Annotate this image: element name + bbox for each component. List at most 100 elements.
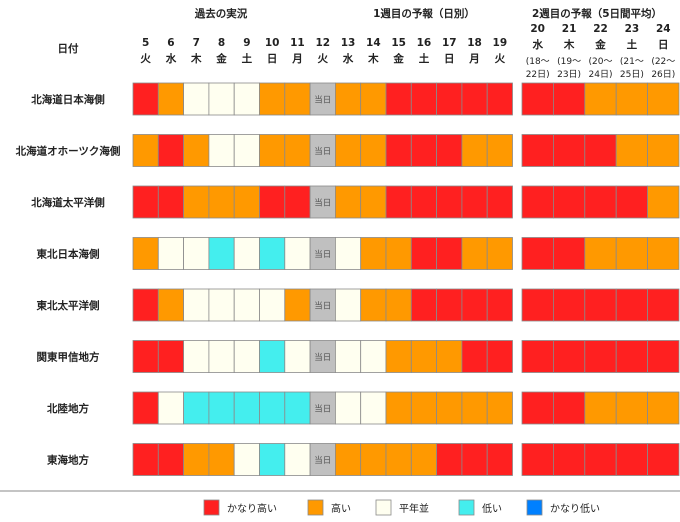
heatmap-cell <box>309 391 336 425</box>
heatmap-cell <box>436 443 463 476</box>
group-header-week2: 2週目の予報（5日間平均） <box>532 7 662 20</box>
heatmap-cell <box>259 391 286 425</box>
heatmap-cell <box>132 443 159 476</box>
week2-cell <box>647 82 680 116</box>
day-number-label: 7 <box>193 37 200 49</box>
week2-cell <box>521 185 554 219</box>
day-of-week-label: 木 <box>367 52 379 65</box>
week2-cell <box>584 443 617 476</box>
day-of-week-label: 金 <box>392 52 404 65</box>
heatmap-cell <box>486 82 513 116</box>
region-label: 東北太平洋側 <box>37 299 100 312</box>
heatmap-cell <box>410 288 437 322</box>
heatmap-cell <box>157 288 185 322</box>
week2-cell <box>553 134 586 167</box>
heatmap-cell <box>410 340 437 373</box>
heatmap-cell <box>385 288 412 322</box>
today-marker: 当日 <box>314 404 331 415</box>
day-number-label: 15 <box>391 37 406 49</box>
heatmap-cell <box>132 340 159 373</box>
week2-cell <box>615 134 649 167</box>
legend-label: 平年並 <box>399 502 429 515</box>
heatmap-cell <box>461 288 488 322</box>
region-label: 東海地方 <box>47 454 89 467</box>
heatmap-cell <box>360 185 387 219</box>
week2-cell <box>584 134 617 167</box>
heatmap-cell <box>208 288 235 322</box>
week2-cell <box>647 185 680 219</box>
heatmap-cell <box>486 340 513 373</box>
heatmap-cell <box>385 340 412 373</box>
legend-swatch <box>375 499 392 516</box>
heatmap-cell <box>284 185 311 219</box>
week2-cell <box>615 443 649 476</box>
legend-label: かなり低い <box>550 502 600 515</box>
week2-cell <box>553 185 586 219</box>
heatmap-cell <box>410 391 437 425</box>
day-of-week-label: 火 <box>140 53 151 65</box>
heatmap-cell <box>334 134 362 167</box>
day-of-week-label: 金 <box>215 52 227 65</box>
day-of-week-label: 火 <box>318 53 329 65</box>
heatmap-cell <box>410 237 437 270</box>
heatmap-cell <box>360 82 387 116</box>
week2-cell <box>521 340 554 373</box>
week2-cell <box>615 288 649 322</box>
heatmap-cell <box>385 185 412 219</box>
legend-swatch <box>458 499 475 516</box>
heatmap-cell <box>157 134 185 167</box>
heatmap-cell <box>233 288 260 322</box>
heatmap-cell <box>410 185 437 219</box>
heatmap-cell <box>436 185 463 219</box>
heatmap-cell <box>334 237 362 270</box>
day-number-label: 5 <box>142 37 149 49</box>
heatmap-cell <box>385 237 412 270</box>
today-marker: 当日 <box>314 146 331 157</box>
heatmap-cell <box>157 185 185 219</box>
region-label: 東北日本海側 <box>37 248 100 261</box>
legend-swatch <box>526 499 543 516</box>
week2-day-label: 21 <box>562 23 577 35</box>
heatmap-cell <box>183 185 210 219</box>
week2-range-end: 25日) <box>620 69 644 80</box>
week2-cell <box>647 340 680 373</box>
heatmap-cell <box>208 237 235 270</box>
week2-cell <box>521 134 554 167</box>
heatmap-cell <box>486 288 513 322</box>
heatmap-cell <box>157 443 185 476</box>
today-marker: 当日 <box>314 352 331 363</box>
heatmap-cell <box>157 340 185 373</box>
legend-label: 低い <box>482 502 502 515</box>
week2-cell <box>584 340 617 373</box>
day-number-label: 18 <box>467 37 482 49</box>
region-label: 北海道日本海側 <box>31 93 105 106</box>
week2-cell <box>647 288 680 322</box>
week2-cell <box>521 82 554 116</box>
heatmap-cell <box>436 134 463 167</box>
heatmap-cell <box>486 443 513 476</box>
day-number-label: 13 <box>341 37 356 49</box>
region-label: 関東甲信地方 <box>37 351 100 364</box>
day-of-week-label: 日 <box>267 53 278 65</box>
heatmap-cell <box>360 340 387 373</box>
region-label: 北海道太平洋側 <box>31 196 105 209</box>
heatmap-cell <box>360 443 387 476</box>
week2-cell <box>521 391 554 425</box>
heatmap-cell <box>157 237 185 270</box>
heatmap-cell <box>233 82 260 116</box>
heatmap-cell <box>132 185 159 219</box>
heatmap-cell <box>132 237 159 270</box>
week2-dow-label: 土 <box>627 38 638 51</box>
heatmap-cell <box>157 391 185 425</box>
heatmap-cell <box>309 443 336 476</box>
heatmap-cell <box>486 391 513 425</box>
heatmap-cell <box>233 134 260 167</box>
day-number-label: 16 <box>417 37 432 49</box>
heatmap-cell <box>132 134 159 167</box>
week2-cell <box>584 237 617 270</box>
week2-day-label: 24 <box>656 23 671 35</box>
heatmap-cell <box>436 288 463 322</box>
heatmap-cell <box>259 134 286 167</box>
heatmap-cell <box>259 185 286 219</box>
heatmap-cell <box>486 185 513 219</box>
